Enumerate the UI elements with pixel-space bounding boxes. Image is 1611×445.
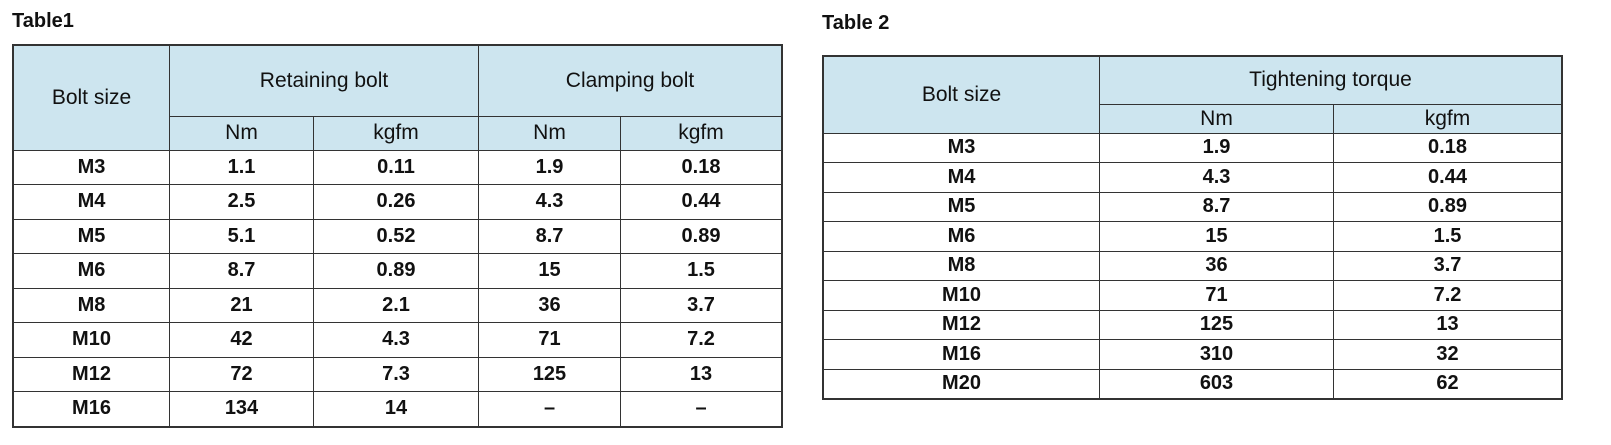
table-row: M5 8.7 0.89 [822, 191, 1563, 222]
table-row: M6 15 1.5 [822, 221, 1563, 252]
bolt-size-cell: M16 [822, 339, 1100, 370]
value-cell: 8.7 [169, 253, 314, 289]
value-cell: 42 [169, 322, 314, 358]
table-row: M5 5.1 0.52 8.7 0.89 [12, 218, 783, 254]
header-bolt-size: Bolt size [12, 44, 170, 151]
value-cell: 15 [478, 253, 621, 289]
value-cell: 36 [478, 287, 621, 323]
value-cell: 3.7 [620, 287, 783, 323]
value-cell: 0.18 [620, 149, 783, 185]
value-cell: – [478, 391, 621, 427]
value-cell: 7.2 [620, 322, 783, 358]
table-row: M12 125 13 [822, 309, 1563, 340]
table-row: M10 42 4.3 71 7.2 [12, 322, 783, 358]
value-cell: 3.7 [1333, 250, 1563, 281]
bolt-size-cell: M4 [822, 162, 1100, 193]
value-cell: 603 [1099, 368, 1334, 400]
value-cell: 13 [620, 356, 783, 392]
value-cell: 1.5 [1333, 221, 1563, 252]
value-cell: 71 [1099, 280, 1334, 311]
value-cell: 1.1 [169, 149, 314, 185]
value-cell: 32 [1333, 339, 1563, 370]
bolt-size-cell: M10 [12, 322, 170, 358]
value-cell: 0.26 [313, 184, 479, 220]
value-cell: 125 [1099, 309, 1334, 340]
header-retaining-bolt: Retaining bolt [169, 44, 479, 117]
value-cell: 0.89 [620, 218, 783, 254]
value-cell: 72 [169, 356, 314, 392]
value-cell: 15 [1099, 221, 1334, 252]
value-cell: 0.11 [313, 149, 479, 185]
value-cell: – [620, 391, 783, 427]
header-kgfm: kgfm [1333, 103, 1563, 134]
bolt-size-cell: M16 [12, 391, 170, 427]
table-row: M4 2.5 0.26 4.3 0.44 [12, 184, 783, 220]
bolt-size-cell: M20 [822, 368, 1100, 400]
value-cell: 62 [1333, 368, 1563, 400]
value-cell: 2.5 [169, 184, 314, 220]
bolt-size-cell: M12 [822, 309, 1100, 340]
table-row: M6 8.7 0.89 15 1.5 [12, 253, 783, 289]
value-cell: 8.7 [1099, 191, 1334, 222]
value-cell: 14 [313, 391, 479, 427]
table1: Bolt size Retaining bolt Clamping bolt N… [12, 44, 783, 428]
value-cell: 71 [478, 322, 621, 358]
bolt-size-cell: M3 [822, 132, 1100, 163]
table1-title: Table1 [12, 10, 74, 32]
header-kgfm: kgfm [313, 115, 479, 151]
header-kgfm: kgfm [620, 115, 783, 151]
value-cell: 8.7 [478, 218, 621, 254]
value-cell: 1.5 [620, 253, 783, 289]
value-cell: 4.3 [478, 184, 621, 220]
header-nm: Nm [478, 115, 621, 151]
value-cell: 0.18 [1333, 132, 1563, 163]
value-cell: 7.3 [313, 356, 479, 392]
value-cell: 2.1 [313, 287, 479, 323]
bolt-size-cell: M8 [12, 287, 170, 323]
bolt-size-cell: M6 [822, 221, 1100, 252]
bolt-size-cell: M12 [12, 356, 170, 392]
bolt-size-cell: M3 [12, 149, 170, 185]
value-cell: 4.3 [1099, 162, 1334, 193]
value-cell: 1.9 [478, 149, 621, 185]
bolt-size-cell: M5 [822, 191, 1100, 222]
header-nm: Nm [1099, 103, 1334, 134]
header-nm: Nm [169, 115, 314, 151]
bolt-size-cell: M8 [822, 250, 1100, 281]
table-row: M8 36 3.7 [822, 250, 1563, 281]
value-cell: 7.2 [1333, 280, 1563, 311]
value-cell: 0.89 [1333, 191, 1563, 222]
header-bolt-size: Bolt size [822, 55, 1100, 134]
table-row: M16 310 32 [822, 339, 1563, 370]
table-row: M3 1.1 0.11 1.9 0.18 [12, 149, 783, 185]
table-row: M3 1.9 0.18 [822, 132, 1563, 163]
value-cell: 0.52 [313, 218, 479, 254]
value-cell: 1.9 [1099, 132, 1334, 163]
value-cell: 125 [478, 356, 621, 392]
value-cell: 0.89 [313, 253, 479, 289]
table-row: M20 603 62 [822, 368, 1563, 400]
value-cell: 0.44 [620, 184, 783, 220]
value-cell: 5.1 [169, 218, 314, 254]
bolt-size-cell: M4 [12, 184, 170, 220]
value-cell: 36 [1099, 250, 1334, 281]
table-row: M10 71 7.2 [822, 280, 1563, 311]
table-row: M16 134 14– – [12, 391, 783, 427]
header-clamping-bolt: Clamping bolt [478, 44, 783, 117]
value-cell: 134 [169, 391, 314, 427]
table-row: M4 4.3 0.44 [822, 162, 1563, 193]
header-tightening-torque: Tightening torque [1099, 55, 1563, 105]
table-row: M12 72 7.3 125 13 [12, 356, 783, 392]
bolt-size-cell: M6 [12, 253, 170, 289]
value-cell: 310 [1099, 339, 1334, 370]
value-cell: 13 [1333, 309, 1563, 340]
bolt-size-cell: M10 [822, 280, 1100, 311]
table2: Bolt size Tightening torque Nm kgfm M3 1.… [822, 55, 1563, 400]
table-row: M8 21 2.1 36 3.7 [12, 287, 783, 323]
value-cell: 0.44 [1333, 162, 1563, 193]
bolt-size-cell: M5 [12, 218, 170, 254]
value-cell: 21 [169, 287, 314, 323]
table2-title: Table 2 [822, 12, 890, 34]
value-cell: 4.3 [313, 322, 479, 358]
